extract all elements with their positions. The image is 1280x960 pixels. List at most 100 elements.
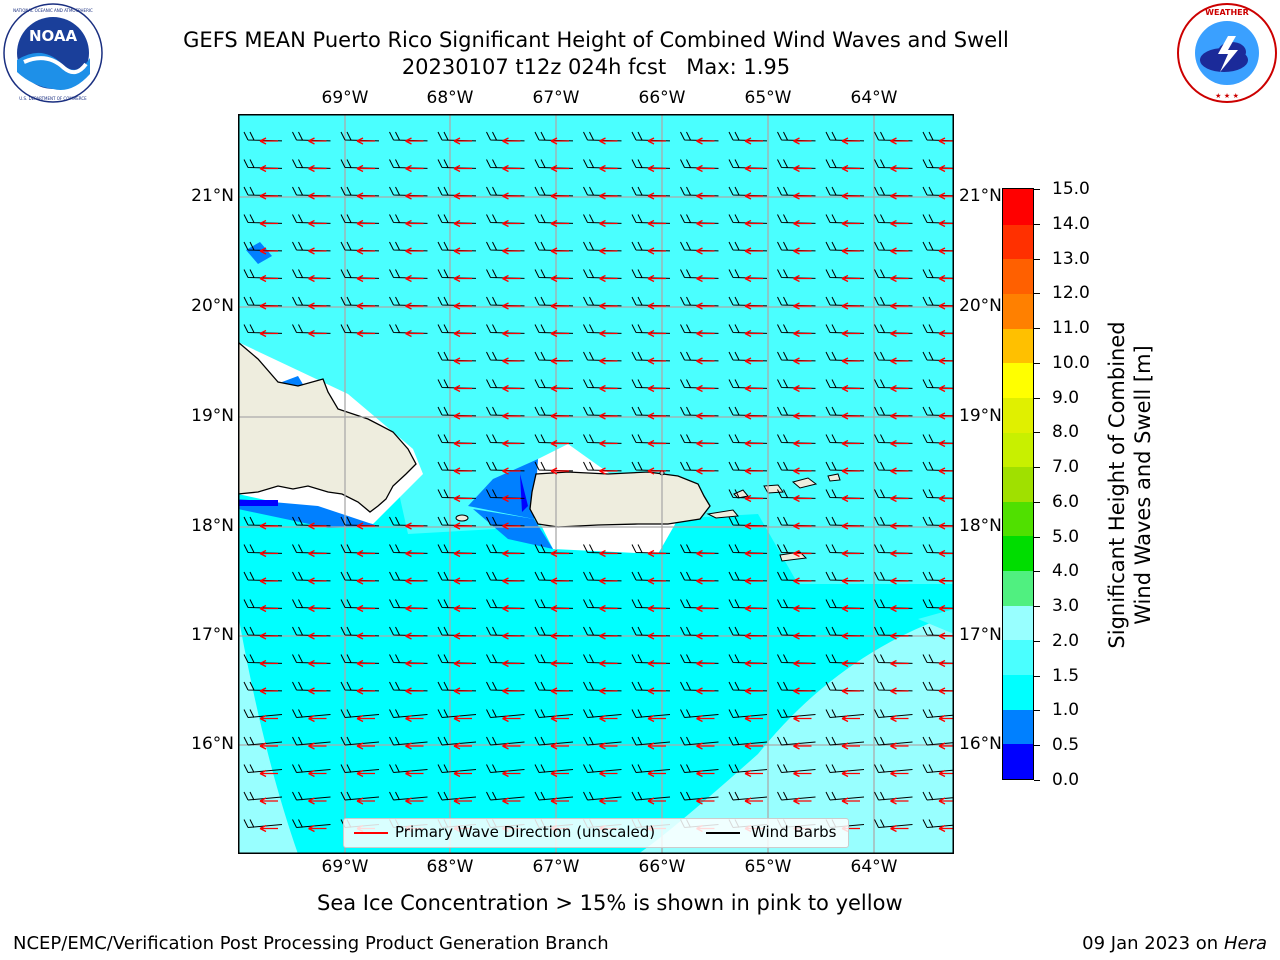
wave-direction-arrow [308, 632, 327, 640]
wave-direction-arrow [502, 357, 521, 365]
colorbar-tick-label: 8.0 [1052, 422, 1080, 443]
colorbar-tick-mark [1034, 710, 1040, 712]
wave-direction-arrow [405, 329, 424, 338]
wave-direction-arrow [502, 549, 521, 558]
colorbar-tick-mark [1034, 362, 1040, 364]
colorbar-tick-label: 9.0 [1052, 387, 1080, 408]
lat-label-left: 19°N [191, 406, 234, 426]
wave-direction-arrow [890, 687, 909, 695]
wave-direction-arrow [647, 769, 666, 778]
wave-direction-arrow [502, 164, 521, 173]
wave-direction-arrow [890, 604, 909, 613]
wave-direction-arrow [841, 247, 860, 255]
wave-direction-arrow [696, 659, 715, 668]
wave-direction-arrow [308, 549, 327, 558]
wind-barb-label: Wind Barbs [751, 823, 837, 841]
wave-direction-arrow [502, 687, 521, 695]
wave-direction-arrow [647, 714, 666, 723]
wave-direction-arrow [696, 549, 715, 558]
colorbar-tick-mark [1034, 328, 1040, 330]
wave-direction-arrow [599, 797, 618, 805]
colorbar-segment [1003, 293, 1033, 329]
wave-direction-arrow [453, 357, 472, 365]
colorbar-segment [1003, 743, 1033, 779]
colorbar-tick-mark [1034, 223, 1040, 225]
colorbar-tick-label: 4.0 [1052, 561, 1080, 582]
wave-direction-arrow [744, 549, 763, 558]
wave-direction-arrow [793, 687, 812, 695]
chart-title-line1: GEFS MEAN Puerto Rico Significant Height… [183, 28, 1009, 52]
wave-direction-arrow [744, 687, 763, 695]
wave-direction-arrow [453, 247, 472, 255]
wave-direction-arrow [647, 687, 666, 695]
land-hispaniola [238, 341, 417, 513]
wave-direction-arrow [356, 742, 375, 750]
wave-direction-arrow [502, 769, 521, 778]
wave-direction-arrow [890, 274, 909, 283]
wave-direction-arrow [938, 522, 954, 530]
wave-direction-arrow [696, 329, 715, 338]
wave-direction-arrow [502, 137, 521, 145]
lon-label-bottom: 69°W [321, 857, 369, 877]
colorbar-tick-mark [1034, 536, 1040, 538]
wave-direction-arrow [259, 192, 278, 200]
colorbar-segment [1003, 431, 1033, 468]
wave-direction-arrow [259, 522, 278, 530]
wave-direction-arrow [599, 302, 618, 310]
wave-direction-arrow [453, 742, 472, 750]
colorbar-tick-label: 11.0 [1052, 318, 1090, 339]
wave-direction-arrow [647, 742, 666, 750]
wave-direction-arrow [890, 219, 909, 228]
wave-direction-arrow [938, 164, 954, 173]
wave-direction-arrow [793, 714, 812, 723]
wave-direction-arrow [744, 797, 763, 805]
wave-direction-arrow [502, 192, 521, 200]
wave-direction-arrow [453, 439, 472, 448]
wave-direction-arrow [841, 769, 860, 778]
sea-2-0-3-0-west [238, 614, 298, 854]
wave-direction-arrow [841, 632, 860, 640]
wave-direction-arrow [744, 467, 763, 475]
wave-direction-arrow [647, 247, 666, 255]
lat-label-left: 17°N [191, 625, 234, 645]
wave-direction-arrow [259, 604, 278, 613]
wave-direction-arrow [890, 164, 909, 173]
wave-direction-arrow [550, 467, 569, 475]
wave-direction-arrow [890, 137, 909, 145]
wave-direction-arrow [405, 769, 424, 778]
wave-direction-arrow [356, 714, 375, 723]
colorbar-tick-label: 12.0 [1052, 283, 1090, 304]
svg-text:★ ★ ★: ★ ★ ★ [1215, 92, 1239, 100]
wave-direction-arrow [890, 384, 909, 393]
wave-direction-arrow [938, 384, 954, 393]
wave-direction-arrow [453, 577, 472, 585]
wave-direction-arrow [841, 302, 860, 310]
wave-direction-arrow [696, 687, 715, 695]
footer-date: 09 Jan 2023 on Hera [1082, 933, 1267, 954]
wave-direction-arrow [453, 467, 472, 475]
wave-direction-arrow [550, 247, 569, 255]
colorbar-segment [1003, 258, 1033, 294]
wave-direction-arrow [308, 742, 327, 750]
wave-direction-arrow [308, 604, 327, 613]
wave-direction-arrow [841, 467, 860, 475]
colorbar-tick-label: 1.0 [1052, 700, 1080, 721]
wave-direction-arrow [356, 164, 375, 173]
wave-direction-arrow [405, 219, 424, 228]
chart-title-line2: 20230107 t12z 024h fcst Max: 1.95 [401, 55, 791, 79]
colorbar-tick-mark [1034, 780, 1040, 781]
wave-direction-arrow [308, 274, 327, 283]
colorbar-segment [1003, 189, 1033, 225]
wave-direction-arrow [453, 769, 472, 778]
wave-direction-arrow [259, 742, 278, 750]
wave-direction-arrow [356, 687, 375, 695]
wave-direction-arrow [938, 687, 954, 695]
wave-direction-arrow [599, 632, 618, 640]
wave-direction-arrow [793, 357, 812, 365]
wave-direction-arrow [647, 274, 666, 283]
wave-direction-arrow [259, 137, 278, 145]
colorbar-tick-label: 0.0 [1052, 770, 1080, 790]
wave-direction-arrow [841, 164, 860, 173]
colorbar-tick-label: 5.0 [1052, 526, 1080, 547]
wave-direction-arrow [793, 659, 812, 668]
